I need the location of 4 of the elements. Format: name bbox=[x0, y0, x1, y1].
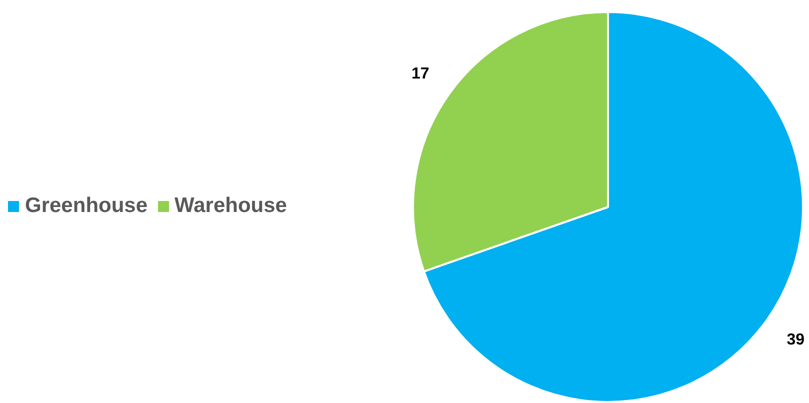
legend-label: Greenhouse bbox=[25, 194, 148, 218]
legend-label: Warehouse bbox=[174, 194, 287, 218]
data-label: 17 bbox=[411, 65, 430, 82]
data-label: 39 bbox=[786, 332, 805, 349]
